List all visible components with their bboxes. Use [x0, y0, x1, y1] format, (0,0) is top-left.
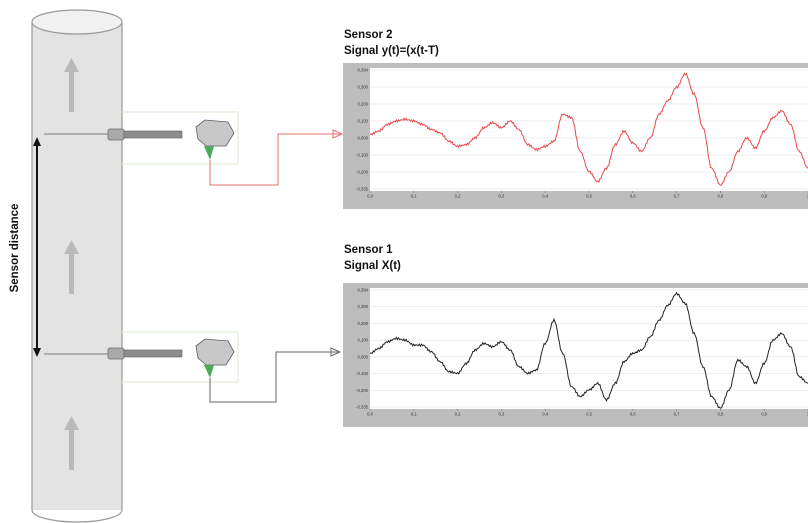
signal-series-line	[370, 72, 808, 186]
x-tick-label: 0,0	[367, 194, 373, 199]
y-tick-label: -0,335	[356, 405, 369, 410]
y-tick-label: -0,100	[356, 371, 369, 376]
plot-area	[370, 288, 808, 409]
y-tick-label: -0,100	[356, 153, 369, 158]
x-tick-label: 0,5	[586, 194, 592, 199]
y-tick-label: 0,300	[358, 304, 369, 309]
pipe	[31, 9, 123, 523]
y-tick-label: 0,394	[358, 288, 369, 293]
pipe-body	[32, 22, 122, 510]
y-tick-label: 0,200	[358, 321, 369, 326]
pipe-bottom-rim	[31, 509, 123, 523]
x-tick-label: 0,9	[761, 412, 767, 417]
x-tick-label: 0,4	[542, 194, 548, 199]
x-tick-label: 0,7	[674, 412, 680, 417]
x-tick-label: 1	[807, 412, 808, 417]
signal-series-line	[370, 291, 808, 409]
signal-line-arrowhead-icon	[332, 129, 344, 139]
y-tick-label: 0,000	[358, 354, 369, 359]
sensor-cable-gland	[204, 365, 214, 378]
sensor-head	[195, 119, 235, 147]
x-tick-label: 0,5	[586, 412, 592, 417]
y-tick-label: -0,335	[356, 187, 369, 192]
sensor-head	[195, 338, 235, 366]
sensor-rod	[123, 349, 183, 358]
y-tick-label: 0,100	[358, 119, 369, 124]
signal-line-arrowhead-icon	[330, 347, 342, 357]
sensor-distance-arrow	[33, 137, 41, 357]
sensor-1-probe	[44, 331, 342, 403]
flow-arrows	[64, 58, 79, 470]
sensor-flange	[107, 128, 125, 141]
y-tick-label: 0,300	[358, 85, 369, 90]
plot-subtitle-sensor-1: Signal X(t)	[344, 260, 401, 272]
sensor-cable-gland	[204, 146, 214, 160]
signal-line-gray	[209, 351, 339, 403]
x-tick-label: 0,7	[674, 194, 680, 199]
flow-arrow-up-icon	[64, 416, 79, 470]
sensor-2-probe	[44, 111, 344, 186]
x-tick-label: 0,8	[717, 412, 723, 417]
flow-arrow-up-icon	[64, 58, 79, 112]
x-tick-label: 0,6	[630, 194, 636, 199]
sensor-distance-label: Sensor distance	[9, 203, 21, 293]
x-tick-label: 0,6	[630, 412, 636, 417]
x-tick-label: 0,3	[498, 194, 504, 199]
plot-subtitle-sensor-2: Signal y(t)=(x(t-T)	[344, 45, 439, 57]
y-tick-label: 0,394	[358, 68, 369, 73]
y-tick-label: -0,200	[356, 388, 369, 393]
y-tick-label: 0,000	[358, 136, 369, 141]
y-tick-label: -0,200	[356, 170, 369, 175]
signal-line-red	[209, 133, 341, 186]
plot-title-sensor-1: Sensor 1	[344, 244, 393, 256]
x-tick-label: 1	[807, 194, 808, 199]
x-tick-label: 0,4	[542, 412, 548, 417]
y-tick-label: 0,200	[358, 102, 369, 107]
plot-title-sensor-2: Sensor 2	[344, 29, 393, 41]
plot-area	[370, 68, 808, 191]
x-tick-label: 0,8	[717, 194, 723, 199]
x-tick-label: 0,1	[411, 194, 417, 199]
flow-arrow-up-icon	[64, 240, 79, 294]
sensor-2-plot: 0,394 0,300 0,200 0,100 0,000 -0,100 -0,200 -0,…	[343, 63, 808, 209]
sensor-rod	[123, 130, 183, 139]
y-tick-label: 0,100	[358, 338, 369, 343]
x-tick-label: 0,2	[455, 412, 461, 417]
x-tick-label: 0,3	[498, 412, 504, 417]
sensor-flange	[107, 347, 125, 360]
sensor-1-plot: 0,394 0,300 0,200 0,100 0,000 -0,100 -0,200 -0,…	[343, 283, 808, 427]
x-tick-label: 0,1	[411, 412, 417, 417]
pipe-top-opening	[31, 9, 123, 35]
x-tick-label: 0,0	[367, 412, 373, 417]
x-tick-label: 0,9	[761, 194, 767, 199]
x-tick-label: 0,2	[455, 194, 461, 199]
